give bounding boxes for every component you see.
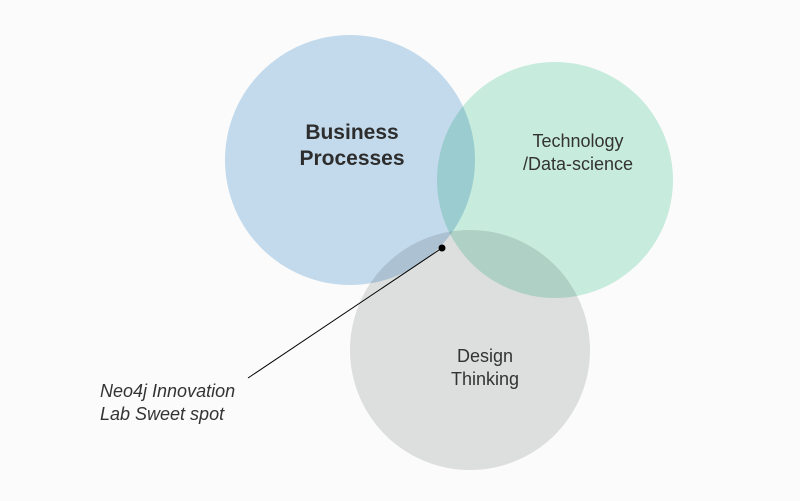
venn-label-technology: Technology /Data-science <box>498 130 658 175</box>
venn-label-business: Business Processes <box>262 120 442 173</box>
venn-label-design: Design Thinking <box>420 345 550 390</box>
venn-diagram: Business Processes Technology /Data-scie… <box>0 0 800 501</box>
callout-text: Neo4j Innovation Lab Sweet spot <box>100 380 235 427</box>
